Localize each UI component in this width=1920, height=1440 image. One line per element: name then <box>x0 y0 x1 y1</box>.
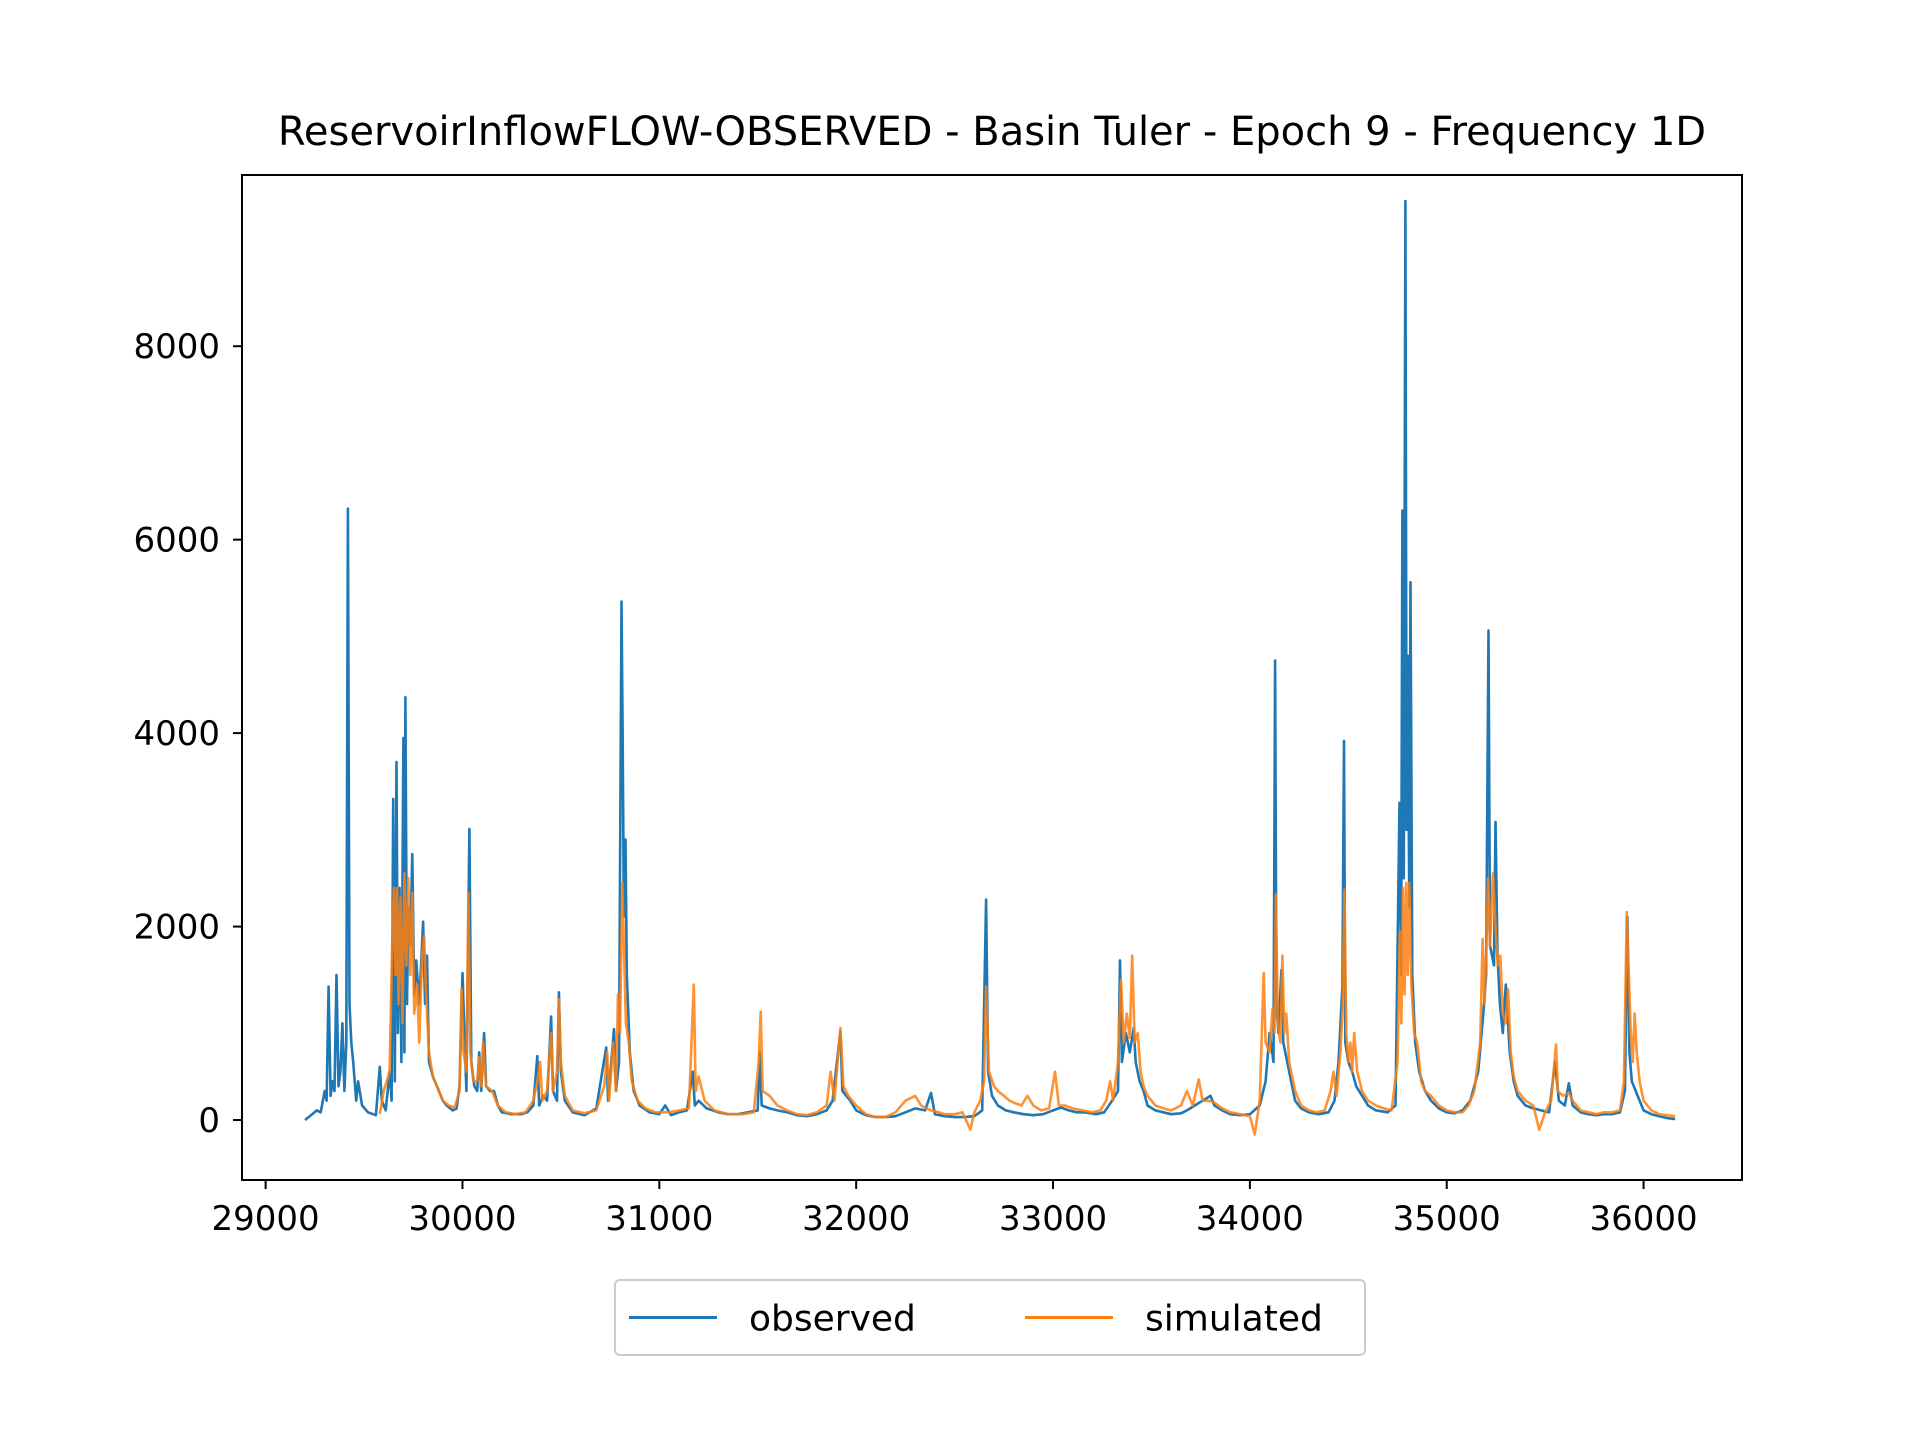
plot-frame <box>241 174 1743 1181</box>
plot-background <box>242 175 1742 1180</box>
y-tick-label: 6000 <box>133 521 220 561</box>
y-tick-label: 8000 <box>133 327 220 367</box>
y-tick-label: 2000 <box>133 908 220 948</box>
plot-area <box>241 174 1743 1181</box>
series-line-simulated <box>378 872 1676 1136</box>
x-tick-label: 35000 <box>1393 1199 1501 1239</box>
y-tick-label: 4000 <box>133 714 220 754</box>
x-tick-label: 31000 <box>605 1199 713 1239</box>
y-axis: 0 2000 4000 6000 8000 <box>133 327 242 1141</box>
x-tick-label: 29000 <box>212 1199 320 1239</box>
legend-label-simulated: simulated <box>1145 1299 1323 1340</box>
x-tick-label: 30000 <box>408 1199 516 1239</box>
x-tick-label: 33000 <box>999 1199 1107 1239</box>
x-tick-label: 32000 <box>802 1199 910 1239</box>
legend-box <box>614 1279 1366 1356</box>
chart-title: ReservoirInflowFLOW-OBSERVED - Basin Tul… <box>278 109 1706 155</box>
legend-label-observed: observed <box>749 1299 916 1340</box>
x-tick-label: 36000 <box>1589 1199 1697 1239</box>
y-tick-label: 0 <box>198 1101 220 1141</box>
x-tick-label: 34000 <box>1196 1199 1304 1239</box>
x-axis: 29000 30000 31000 32000 33000 34000 35000 36000 <box>212 1180 1698 1239</box>
legend: observed simulated <box>614 1279 1366 1356</box>
